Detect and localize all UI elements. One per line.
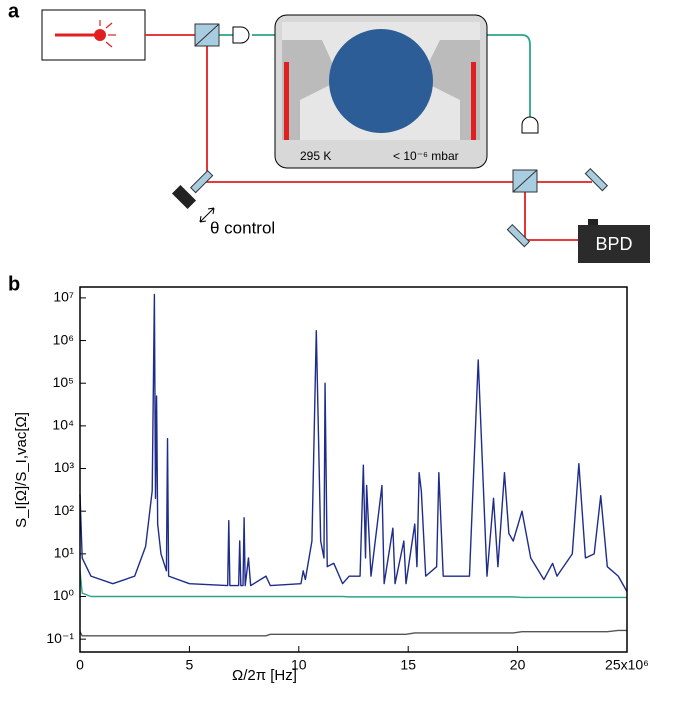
series-line bbox=[79, 629, 627, 637]
x-tick-label: 15 bbox=[400, 657, 416, 673]
panel-label: b bbox=[8, 273, 20, 295]
mirror bbox=[471, 62, 476, 140]
x-axis-label: Ω/2π [Hz] bbox=[232, 667, 297, 684]
detector bbox=[232, 26, 250, 44]
phase-control-label: θ control bbox=[210, 218, 275, 237]
x-tick-label: 10 bbox=[291, 657, 307, 673]
y-tick-label: 10² bbox=[54, 502, 75, 518]
temperature-label: 295 K bbox=[300, 149, 331, 163]
arrow bbox=[199, 207, 215, 223]
mirror bbox=[284, 62, 289, 140]
plot-frame bbox=[79, 286, 628, 653]
laser-rays bbox=[99, 20, 116, 48]
x-tick-label: 20 bbox=[510, 657, 526, 673]
y-axis-label: S_I[Ω]/S_I,vac[Ω] bbox=[13, 412, 30, 528]
y-tick-label: 10⁴ bbox=[52, 417, 74, 433]
y-tick-label: 10⁷ bbox=[53, 289, 74, 305]
piezo bbox=[171, 184, 197, 210]
bpd-box bbox=[578, 225, 650, 263]
y-tick-label: 10⁵ bbox=[53, 374, 74, 390]
beam-splitter-diagonal bbox=[194, 23, 220, 47]
x-tick-label: 25x10⁶ bbox=[605, 657, 649, 673]
beam-splitter-diagonal bbox=[512, 169, 538, 193]
y-tick-label: 10¹ bbox=[54, 545, 75, 561]
x-tick-label: 0 bbox=[76, 657, 84, 673]
x-tick-label: 5 bbox=[186, 657, 194, 673]
y-tick-label: 10⁰ bbox=[53, 587, 75, 603]
y-tick-label: 10⁻¹ bbox=[46, 630, 74, 646]
bpd-label: BPD bbox=[595, 234, 632, 254]
series-line bbox=[79, 570, 627, 599]
panel-label: a bbox=[8, 0, 20, 22]
membrane bbox=[329, 29, 433, 133]
y-tick-label: 10³ bbox=[54, 459, 75, 475]
plot bbox=[79, 293, 628, 652]
mirror bbox=[506, 223, 531, 248]
mirror bbox=[189, 169, 214, 194]
detector bbox=[521, 116, 539, 134]
laser-source bbox=[94, 29, 106, 41]
y-tick-label: 10⁶ bbox=[53, 331, 74, 347]
detector-port bbox=[588, 219, 598, 227]
mirror bbox=[584, 167, 609, 192]
series-line bbox=[79, 293, 628, 592]
pressure-label: < 10⁻⁶ mbar bbox=[393, 149, 459, 163]
